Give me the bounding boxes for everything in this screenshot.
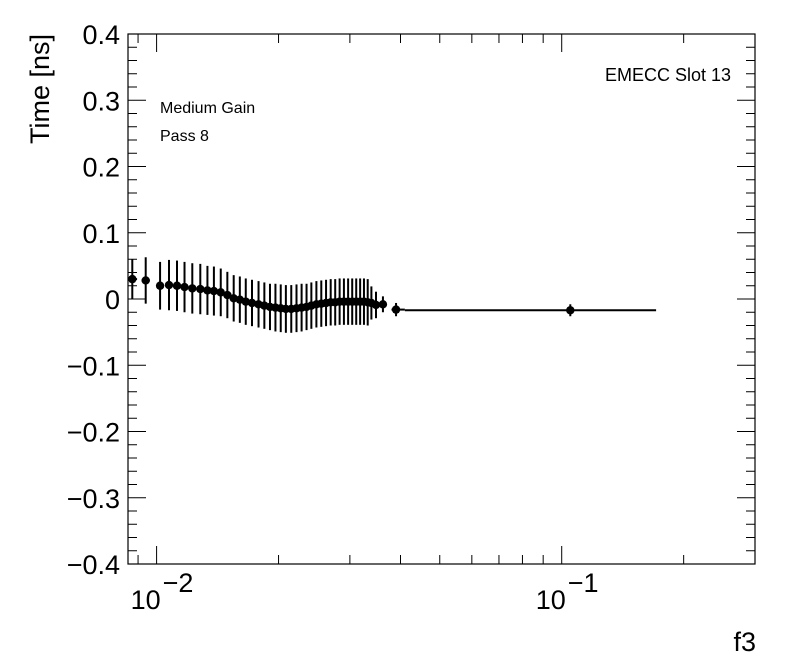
y-tick-label: 0.2 xyxy=(82,153,120,183)
marker xyxy=(391,305,401,314)
marker xyxy=(223,290,232,300)
data-point xyxy=(223,271,232,319)
data-point xyxy=(172,260,182,311)
data-point xyxy=(164,259,174,311)
data-point xyxy=(404,304,657,317)
data-point xyxy=(371,291,381,319)
marker xyxy=(378,300,388,309)
y-tick-label: −0.2 xyxy=(67,418,120,448)
y-tick-label: 0 xyxy=(105,285,120,315)
annotation-gain: Medium Gain xyxy=(160,100,255,117)
marker xyxy=(155,281,165,290)
y-tick-labels: 0.4 0.3 0.2 0.1 0 −0.1 −0.2 −0.3 −0.4 xyxy=(67,20,120,580)
marker xyxy=(180,282,189,292)
data-point xyxy=(241,278,250,325)
data-point xyxy=(155,261,165,310)
marker xyxy=(209,286,219,296)
x-tick-exponent: −2 xyxy=(163,568,194,598)
data-point xyxy=(378,296,388,313)
annotation-slot: EMECC Slot 13 xyxy=(605,65,731,85)
data-point xyxy=(196,263,205,315)
y-tick-label: 0.4 xyxy=(82,20,120,50)
x-tick-label: 10−1 xyxy=(536,568,599,615)
marker xyxy=(196,284,205,294)
marker xyxy=(172,281,182,290)
x-tick-base: 10 xyxy=(131,585,161,615)
marker xyxy=(141,276,150,285)
marker xyxy=(164,280,174,290)
axis-ticks xyxy=(128,33,755,565)
marker xyxy=(371,300,381,310)
marker xyxy=(241,297,250,306)
y-axis-title: Time [ns] xyxy=(25,34,55,144)
data-point xyxy=(391,302,405,317)
data-point xyxy=(128,259,138,299)
marker xyxy=(566,306,575,315)
data-points xyxy=(128,257,657,333)
y-tick-label: 0.3 xyxy=(82,86,120,116)
y-tick-label: −0.1 xyxy=(67,351,120,381)
x-axis-title: f3 xyxy=(733,627,756,657)
data-point xyxy=(180,261,189,313)
data-point xyxy=(209,266,219,316)
data-point xyxy=(188,263,197,314)
data-point xyxy=(247,279,257,327)
data-point xyxy=(265,283,275,331)
marker xyxy=(247,298,257,308)
x-tick-label: 10−2 xyxy=(131,568,194,615)
marker xyxy=(216,288,225,297)
x-tick-labels: 10−210−1 xyxy=(131,568,599,615)
marker xyxy=(188,284,197,293)
x-tick-base: 10 xyxy=(536,585,566,615)
annotation-pass: Pass 8 xyxy=(160,128,209,145)
marker xyxy=(203,286,212,295)
y-tick-label: −0.3 xyxy=(67,484,120,514)
marker xyxy=(128,274,137,284)
y-tick-label: 0.1 xyxy=(82,219,120,249)
x-tick-exponent: −1 xyxy=(568,568,599,598)
y-tick-label: −0.4 xyxy=(67,550,120,580)
data-point xyxy=(216,268,225,317)
data-point xyxy=(141,257,150,304)
data-point xyxy=(203,265,212,315)
